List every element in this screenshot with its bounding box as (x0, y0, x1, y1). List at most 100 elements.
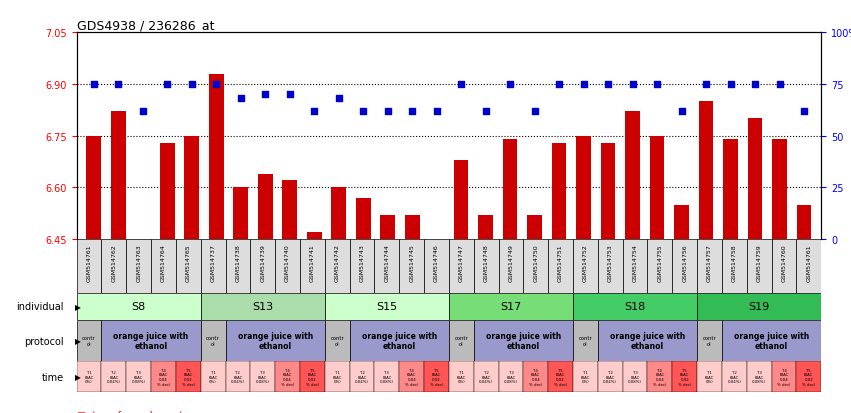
Bar (448, 320, 474, 361)
Text: orange juice with
ethanol: orange juice with ethanol (486, 331, 561, 350)
Bar (551, 143, 567, 240)
Text: GSM514757: GSM514757 (707, 244, 712, 282)
Bar (648, 361, 672, 392)
Text: T2
(BAC
0.04%): T2 (BAC 0.04%) (231, 370, 245, 383)
Point (307, 108, 321, 115)
Bar (499, 361, 523, 392)
Bar (325, 240, 350, 293)
Text: GSM514747: GSM514747 (459, 244, 464, 282)
Point (503, 81, 517, 88)
Text: GSM514745: GSM514745 (409, 244, 414, 282)
Text: GSM514758: GSM514758 (732, 244, 737, 281)
Text: orange juice with
ethanol: orange juice with ethanol (237, 331, 313, 350)
Text: S8: S8 (132, 301, 146, 312)
Point (552, 81, 566, 88)
Bar (548, 240, 573, 293)
Bar (672, 361, 697, 392)
Bar (478, 216, 493, 240)
Bar (573, 320, 597, 361)
Point (625, 81, 639, 88)
Text: T4
(BAC
0.04
% dec): T4 (BAC 0.04 % dec) (281, 368, 294, 386)
Point (405, 108, 419, 115)
Bar (226, 361, 250, 392)
Bar (356, 198, 370, 240)
Text: S17: S17 (500, 301, 522, 312)
Text: contr
ol: contr ol (83, 335, 96, 346)
Bar (101, 361, 126, 392)
Text: T5
(BAC
0.02
% dec): T5 (BAC 0.02 % dec) (554, 368, 568, 386)
Point (160, 81, 174, 88)
Text: contr
ol: contr ol (579, 335, 592, 346)
Text: T1
(BAC
0%): T1 (BAC 0%) (333, 370, 342, 383)
Bar (380, 216, 395, 240)
Point (650, 81, 664, 88)
Bar (573, 293, 697, 320)
Bar (275, 361, 300, 392)
Text: GSM514761: GSM514761 (806, 244, 811, 281)
Bar (672, 240, 697, 293)
Bar (573, 240, 597, 293)
Bar (748, 119, 762, 240)
Bar (185, 136, 199, 240)
Bar (399, 361, 424, 392)
Bar (697, 240, 722, 293)
Text: GSM514754: GSM514754 (632, 244, 637, 282)
Text: GSM514752: GSM514752 (583, 244, 588, 282)
Bar (405, 216, 420, 240)
Point (185, 81, 198, 88)
Bar (722, 240, 747, 293)
Bar (576, 136, 591, 240)
Bar (797, 361, 821, 392)
Bar (350, 240, 374, 293)
Bar (201, 361, 226, 392)
Bar (208, 74, 224, 240)
Point (283, 92, 296, 98)
Point (577, 81, 591, 88)
Bar (648, 240, 672, 293)
Bar (283, 181, 297, 240)
Text: T1
(BAC
0%): T1 (BAC 0%) (705, 370, 714, 383)
Point (381, 108, 395, 115)
Bar (233, 188, 248, 240)
Text: T5
(BAC
0.02
% dec): T5 (BAC 0.02 % dec) (181, 368, 195, 386)
Bar (722, 320, 821, 361)
Text: T3
(BAC
0.08%): T3 (BAC 0.08%) (380, 370, 394, 383)
Text: T5
(BAC
0.02
% dec): T5 (BAC 0.02 % dec) (430, 368, 443, 386)
Bar (772, 361, 797, 392)
Bar (772, 140, 787, 240)
Point (724, 81, 738, 88)
Bar (699, 102, 713, 240)
Text: ▶: ▶ (75, 302, 81, 311)
Bar (87, 136, 101, 240)
Text: T3
(BAC
0.08%): T3 (BAC 0.08%) (628, 370, 642, 383)
Text: GSM514742: GSM514742 (334, 244, 340, 282)
Bar (300, 361, 325, 392)
Bar (300, 240, 325, 293)
Bar (77, 361, 101, 392)
Bar (601, 143, 615, 240)
Text: T4
(BAC
0.04
% dec): T4 (BAC 0.04 % dec) (777, 368, 791, 386)
Text: ■  transformed count: ■ transformed count (77, 410, 183, 413)
Text: T5
(BAC
0.02
% dec): T5 (BAC 0.02 % dec) (306, 368, 319, 386)
Bar (454, 160, 469, 240)
Text: ▶: ▶ (75, 373, 81, 381)
Point (528, 108, 541, 115)
Text: GSM514763: GSM514763 (136, 244, 141, 282)
Bar (201, 320, 226, 361)
Bar (597, 361, 623, 392)
Bar (424, 240, 448, 293)
Bar (772, 240, 797, 293)
Text: T3
(BAC
0.08%): T3 (BAC 0.08%) (752, 370, 766, 383)
Point (259, 92, 272, 98)
Point (602, 81, 615, 88)
Bar (176, 240, 201, 293)
Bar (331, 188, 346, 240)
Text: GSM514738: GSM514738 (236, 244, 241, 282)
Point (454, 81, 468, 88)
Point (700, 81, 713, 88)
Text: GSM514746: GSM514746 (434, 244, 439, 282)
Bar (101, 320, 201, 361)
Point (87, 81, 100, 88)
Bar (201, 240, 226, 293)
Text: T3
(BAC
0.08%): T3 (BAC 0.08%) (132, 370, 146, 383)
